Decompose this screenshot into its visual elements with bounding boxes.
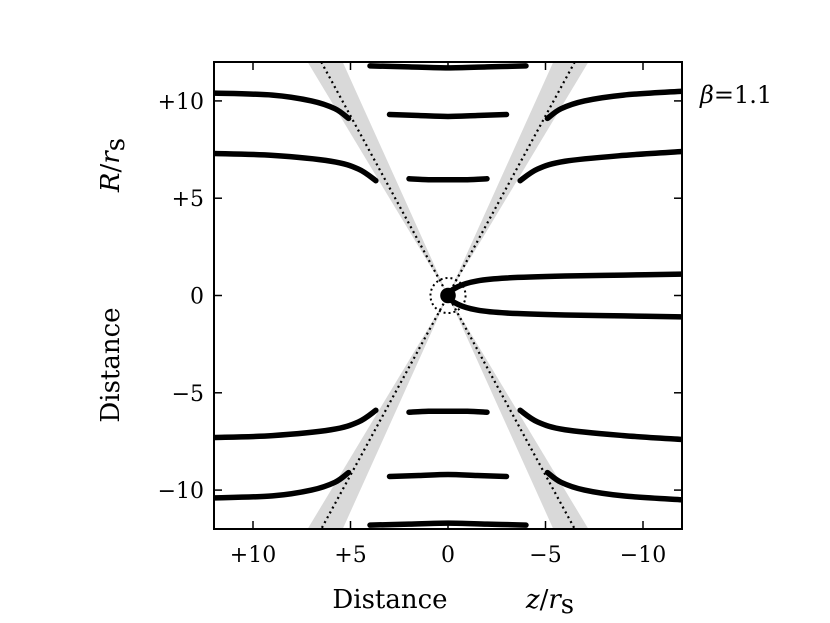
- series-line-1: [445, 271, 682, 320]
- series-line-15: [544, 469, 682, 503]
- x-axis-unit-sub: s: [561, 590, 574, 620]
- y-tick-label: 0: [190, 285, 204, 310]
- series-line-7: [214, 90, 352, 122]
- y-axis-symbol: R: [96, 172, 126, 193]
- x-tick-label: +10: [230, 543, 276, 568]
- y-axis-title: Distance R/rs: [96, 138, 131, 423]
- series-line-13: [517, 407, 682, 443]
- x-tick-label: −5: [529, 543, 561, 568]
- x-axis-ticks: +10 +5 0 −5 −10: [230, 62, 666, 568]
- y-tick-label: −5: [172, 382, 204, 407]
- shaded-band-4: [307, 295, 448, 529]
- series-line-2: [406, 176, 490, 183]
- svg-text:R/rs: R/rs: [96, 138, 131, 193]
- svg-text:Distance: Distance: [332, 585, 447, 615]
- beta-symbol: β: [699, 81, 714, 109]
- center-dot: [440, 287, 456, 304]
- x-axis-title: Distance z/rs: [332, 585, 574, 620]
- x-axis-word: Distance: [332, 585, 447, 615]
- center-marker: [429, 276, 467, 315]
- y-axis-ticks: +10 +5 0 −5 −10: [158, 90, 682, 504]
- series-line-10: [386, 471, 510, 480]
- y-tick-label: +5: [172, 187, 204, 212]
- y-axis-slash: /: [96, 163, 126, 172]
- beta-equals: =: [714, 81, 734, 109]
- y-tick-label: −10: [158, 479, 204, 504]
- beta-annotation: β=1.1: [699, 81, 772, 109]
- x-axis-symbol: z: [525, 585, 540, 615]
- series-line-12: [214, 407, 379, 441]
- shaded-band-3: [448, 295, 589, 529]
- x-axis-slash: /: [540, 585, 549, 615]
- series-line-8: [544, 88, 682, 122]
- x-axis-unit-symbol: r: [548, 585, 562, 615]
- y-tick-label: +10: [158, 90, 204, 115]
- series-line-14: [214, 469, 352, 501]
- y-axis-unit-sub: s: [101, 138, 131, 151]
- series-line-9: [406, 408, 490, 415]
- y-axis-word: Distance: [96, 307, 126, 422]
- series-line-5: [214, 150, 379, 184]
- shaded-band-2: [448, 62, 589, 296]
- shaded-bands: [307, 62, 589, 529]
- x-tick-label: −10: [620, 543, 666, 568]
- svg-text:Distance: Distance: [96, 307, 126, 422]
- series-line-6: [517, 148, 682, 184]
- x-tick-label: 0: [441, 543, 455, 568]
- svg-text:z/rs: z/rs: [525, 585, 574, 620]
- shaded-band-1: [307, 62, 448, 296]
- center-ring: [429, 276, 467, 315]
- x-tick-label: +5: [334, 543, 366, 568]
- y-axis-unit-symbol: r: [96, 150, 126, 164]
- series-line-3: [386, 111, 510, 120]
- beta-value: 1.1: [734, 81, 772, 109]
